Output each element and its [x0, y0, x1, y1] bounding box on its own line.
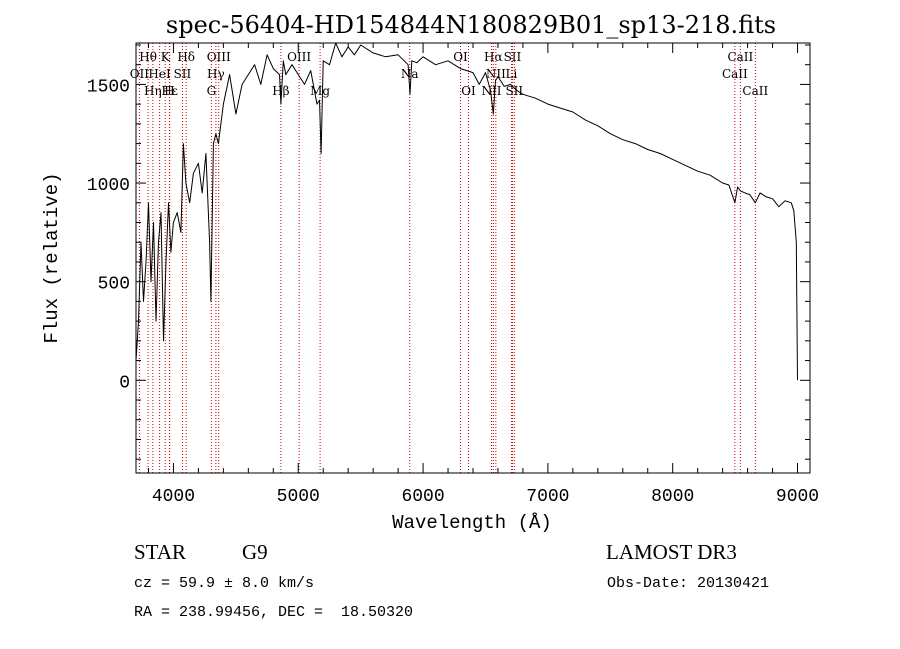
line-marker-label: H [164, 84, 174, 98]
object-class: STAR [134, 540, 186, 564]
y-tick-label: 1000 [87, 176, 130, 196]
line-marker-label: CaII [722, 67, 748, 81]
line-marker-label: SII [174, 67, 192, 81]
line-marker-label: CaII [742, 84, 768, 98]
line-marker-label: G [207, 84, 217, 98]
line-marker-label: OIII [287, 50, 311, 64]
line-marker-label: Hβ [272, 84, 289, 98]
line-marker-label: Hα [484, 50, 503, 64]
spectrum-line [135, 42, 798, 381]
coordinates: RA = 238.99456, DEC = 18.50320 [134, 604, 414, 621]
obs-date: Obs-Date: 20130421 [607, 575, 770, 592]
chart-title: spec-56404-HD154844N180829B01_sp13-218.f… [166, 11, 776, 39]
line-marker-label: Li [506, 67, 518, 81]
survey-name: LAMOST DR3 [606, 540, 737, 564]
y-tick-label: 0 [119, 373, 130, 393]
x-tick-label: 9000 [776, 487, 819, 507]
x-tick-label: 4000 [152, 487, 195, 507]
cz-value: cz = 59.9 ± 8.0 km/s [134, 575, 315, 592]
line-marker-label: Hγ [207, 67, 225, 81]
line-marker-label: SII [505, 84, 523, 98]
x-tick-label: 8000 [651, 487, 694, 507]
line-marker-label: NII [481, 84, 501, 98]
line-marker-label: Hη [144, 84, 162, 98]
y-axis: 0 500 1000 1500 [87, 44, 810, 460]
x-axis-label: Wavelength (Å) [392, 512, 552, 534]
x-axis: 4000 5000 6000 7000 8000 9000 [147, 43, 819, 507]
line-marker-label: OIII [207, 50, 231, 64]
x-tick-label: 6000 [401, 487, 444, 507]
y-axis-label: Flux (relative) [41, 172, 63, 343]
x-tick-label: 5000 [277, 487, 320, 507]
line-marker-label: Na [401, 67, 419, 81]
x-tick-label: 7000 [526, 487, 569, 507]
line-marker-label: OI [453, 50, 468, 64]
line-marker-label: CaII [727, 50, 753, 64]
line-marker-label: OII [130, 67, 150, 81]
line-marker-label: Hθ [139, 50, 157, 64]
spectral-subclass: G9 [242, 540, 268, 564]
line-marker-label: K [161, 50, 171, 64]
line-marker-label: Hδ [177, 50, 195, 64]
y-tick-label: 500 [98, 275, 130, 295]
line-marker-label: SII [504, 50, 522, 64]
line-marker-label: HeI [148, 67, 171, 81]
line-marker-label: NII [486, 67, 506, 81]
line-marker-label: OI [461, 84, 476, 98]
y-tick-label: 1500 [87, 77, 130, 97]
